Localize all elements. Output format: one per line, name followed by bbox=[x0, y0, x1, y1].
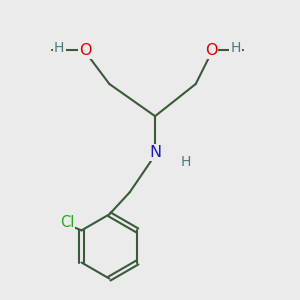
Text: Cl: Cl bbox=[60, 214, 74, 230]
Text: O: O bbox=[80, 43, 92, 58]
Text: N: N bbox=[149, 145, 161, 160]
Text: H: H bbox=[180, 155, 191, 169]
Text: H: H bbox=[230, 41, 241, 56]
Text: O: O bbox=[205, 43, 217, 58]
Text: H: H bbox=[54, 41, 64, 56]
